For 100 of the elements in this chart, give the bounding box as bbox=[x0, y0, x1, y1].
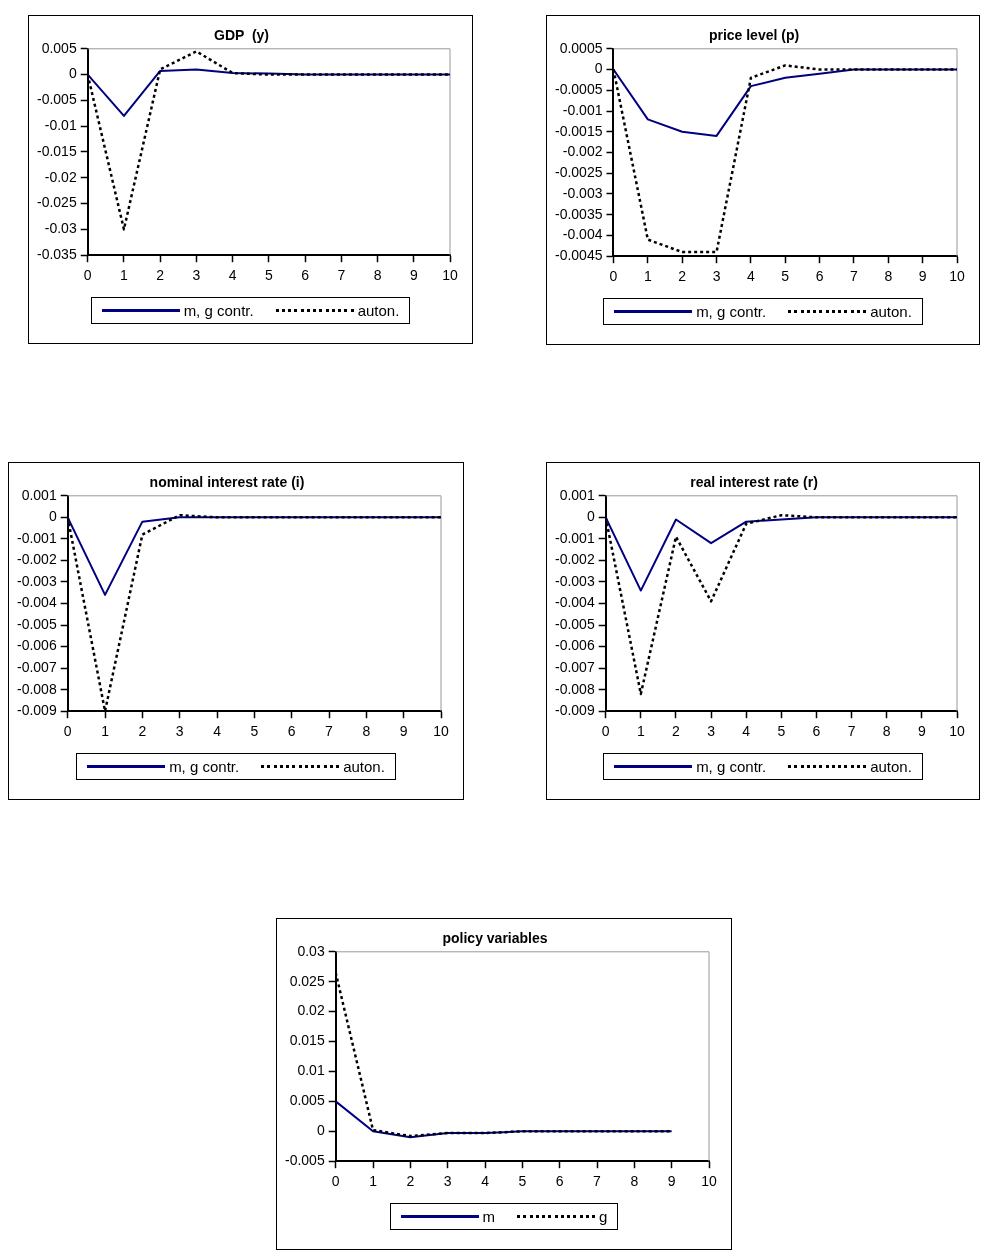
y-tick-label: -0.005 bbox=[36, 91, 77, 108]
x-tick-label: 4 bbox=[742, 723, 751, 740]
y-tick-label: -0.006 bbox=[554, 637, 595, 654]
y-tick-label: -0.015 bbox=[36, 142, 77, 159]
x-tick-label: 8 bbox=[362, 723, 371, 740]
x-tick-label: 3 bbox=[712, 268, 721, 285]
y-tick-label: 0.02 bbox=[297, 1002, 325, 1019]
x-tick-label: 4 bbox=[481, 1173, 490, 1190]
y-tick-label: -0.009 bbox=[554, 702, 595, 719]
x-tick-label: 9 bbox=[667, 1173, 676, 1190]
x-tick-label: 7 bbox=[847, 723, 856, 740]
x-tick-label: 0 bbox=[331, 1173, 340, 1190]
y-tick-label: -0.004 bbox=[554, 594, 595, 611]
y-tick-label: 0.015 bbox=[289, 1032, 325, 1049]
chart-title: GDP (y) bbox=[214, 27, 269, 44]
x-tick-label: 9 bbox=[399, 723, 408, 740]
x-tick-label: 3 bbox=[192, 267, 201, 284]
legend-label: auton. bbox=[870, 303, 912, 320]
y-tick-label: 0.0005 bbox=[559, 39, 603, 56]
x-tick-label: 1 bbox=[636, 723, 645, 740]
y-tick-label: 0 bbox=[594, 60, 603, 77]
x-tick-label: 1 bbox=[643, 268, 652, 285]
legend-label: m, g contr. bbox=[169, 758, 240, 775]
x-tick-label: 3 bbox=[443, 1173, 452, 1190]
x-tick-label: 8 bbox=[884, 268, 893, 285]
x-tick-label: 4 bbox=[746, 268, 755, 285]
y-tick-label: -0.0015 bbox=[555, 122, 603, 139]
x-tick-label: 2 bbox=[678, 268, 687, 285]
legend-label: auton. bbox=[343, 758, 385, 775]
y-tick-label: 0.005 bbox=[289, 1092, 325, 1109]
y-tick-label: -0.008 bbox=[16, 680, 57, 697]
y-tick-label: -0.0025 bbox=[555, 164, 603, 181]
y-tick-label: 0 bbox=[316, 1122, 325, 1139]
x-tick-label: 8 bbox=[630, 1173, 639, 1190]
chart-title: real interest rate (r) bbox=[690, 474, 818, 491]
legend-label: m, g contr. bbox=[696, 758, 767, 775]
y-tick-label: -0.003 bbox=[562, 184, 603, 201]
y-tick-label: -0.003 bbox=[554, 572, 595, 589]
y-tick-label: -0.003 bbox=[16, 572, 57, 589]
chart-title: policy variables bbox=[442, 930, 548, 947]
y-tick-label: -0.0035 bbox=[555, 205, 603, 222]
y-tick-label: 0 bbox=[68, 65, 77, 82]
y-tick-label: -0.005 bbox=[16, 615, 57, 632]
x-tick-label: 6 bbox=[815, 268, 824, 285]
legend-label: auton. bbox=[870, 758, 912, 775]
x-tick-label: 7 bbox=[850, 268, 859, 285]
y-tick-label: -0.007 bbox=[16, 658, 57, 675]
x-tick-label: 3 bbox=[707, 723, 716, 740]
x-tick-label: 5 bbox=[777, 723, 786, 740]
y-tick-label: 0.001 bbox=[559, 486, 595, 503]
y-tick-label: -0.009 bbox=[16, 702, 57, 719]
y-tick-label: -0.025 bbox=[36, 194, 77, 211]
y-tick-label: -0.0005 bbox=[555, 81, 603, 98]
x-tick-label: 9 bbox=[918, 268, 927, 285]
y-tick-label: -0.001 bbox=[562, 101, 603, 118]
x-tick-label: 9 bbox=[917, 723, 926, 740]
y-tick-label: -0.02 bbox=[44, 168, 77, 185]
x-tick-label: 4 bbox=[213, 723, 222, 740]
x-tick-label: 10 bbox=[433, 723, 449, 740]
y-tick-label: -0.001 bbox=[16, 529, 57, 546]
y-tick-label: -0.004 bbox=[562, 226, 603, 243]
y-tick-label: -0.035 bbox=[36, 246, 77, 263]
y-tick-label: -0.006 bbox=[16, 637, 57, 654]
y-tick-label: 0.001 bbox=[21, 486, 57, 503]
x-tick-label: 1 bbox=[369, 1173, 378, 1190]
x-tick-label: 6 bbox=[812, 723, 821, 740]
x-tick-label: 6 bbox=[287, 723, 296, 740]
x-tick-label: 4 bbox=[228, 267, 237, 284]
x-tick-label: 2 bbox=[138, 723, 147, 740]
y-tick-label: -0.0045 bbox=[555, 247, 603, 264]
y-tick-label: -0.03 bbox=[44, 220, 77, 237]
x-tick-label: 9 bbox=[409, 267, 418, 284]
x-tick-label: 5 bbox=[781, 268, 790, 285]
x-tick-label: 8 bbox=[882, 723, 891, 740]
y-tick-label: 0 bbox=[586, 508, 595, 525]
legend-label: m, g contr. bbox=[696, 303, 767, 320]
x-tick-label: 7 bbox=[337, 267, 346, 284]
y-tick-label: 0.025 bbox=[289, 972, 325, 989]
y-tick-label: 0.005 bbox=[41, 39, 77, 56]
y-tick-label: -0.005 bbox=[284, 1152, 325, 1169]
legend-label: auton. bbox=[357, 302, 400, 319]
x-tick-label: 2 bbox=[672, 723, 681, 740]
x-tick-label: 6 bbox=[555, 1173, 564, 1190]
y-tick-label: -0.002 bbox=[16, 551, 57, 568]
x-tick-label: 10 bbox=[701, 1173, 717, 1190]
x-tick-label: 0 bbox=[83, 267, 92, 284]
y-tick-label: -0.004 bbox=[16, 594, 57, 611]
chart-title: price level (p) bbox=[708, 27, 800, 44]
x-tick-label: 2 bbox=[156, 267, 165, 284]
y-tick-label: -0.008 bbox=[554, 680, 595, 697]
x-tick-label: 5 bbox=[250, 723, 259, 740]
x-tick-label: 0 bbox=[609, 268, 618, 285]
x-tick-label: 10 bbox=[442, 267, 458, 284]
x-tick-label: 1 bbox=[120, 267, 129, 284]
x-tick-label: 7 bbox=[593, 1173, 602, 1190]
x-tick-label: 10 bbox=[949, 723, 965, 740]
legend-label: g bbox=[599, 1208, 608, 1225]
x-tick-label: 2 bbox=[406, 1173, 415, 1190]
y-tick-label: -0.002 bbox=[554, 551, 595, 568]
y-tick-label: 0 bbox=[48, 508, 57, 525]
